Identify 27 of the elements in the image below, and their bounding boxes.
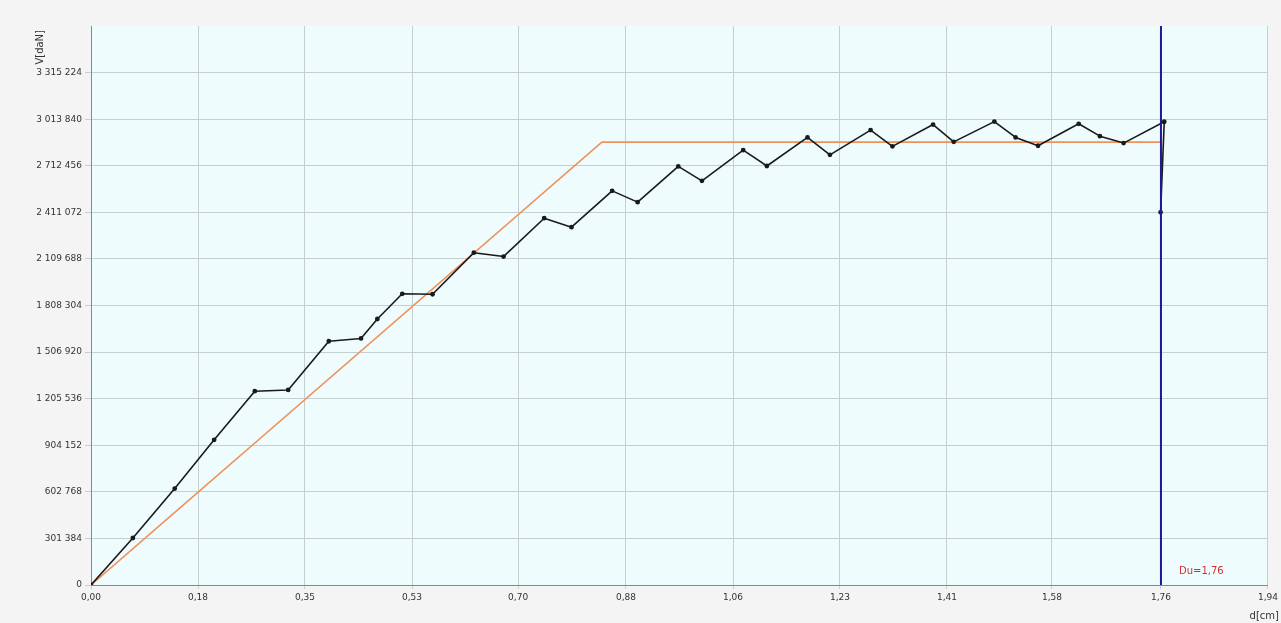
y-tick-label: 2 411 072 bbox=[36, 206, 82, 217]
x-tick-label: 1,58 bbox=[1041, 591, 1063, 602]
y-tick-label: 1 808 304 bbox=[36, 299, 83, 310]
x-tick-label: 0,88 bbox=[615, 591, 637, 602]
x-tick-label: 1,41 bbox=[936, 591, 957, 602]
x-tick-label: 0,35 bbox=[294, 591, 315, 602]
x-tick-label: 0,70 bbox=[508, 591, 529, 602]
x-axis-title: d[cm] bbox=[1249, 609, 1280, 621]
x-tick-label: 0,00 bbox=[80, 591, 102, 602]
x-tick-label: 1,23 bbox=[829, 591, 850, 602]
x-tick-label: 1,94 bbox=[1257, 591, 1279, 602]
y-tick-label: 3 013 840 bbox=[36, 113, 83, 124]
y-tick-label: 301 384 bbox=[44, 532, 83, 543]
x-tick-label: 1,76 bbox=[1150, 591, 1172, 602]
y-tick-label: 602 768 bbox=[44, 486, 83, 497]
y-axis-title: V[daN] bbox=[33, 29, 45, 65]
ref-line-label: Du=1,76 bbox=[1178, 564, 1224, 576]
y-tick-label: 904 152 bbox=[44, 439, 82, 450]
y-tick-label: 3 315 224 bbox=[36, 66, 83, 77]
y-tick-label: 0 bbox=[76, 579, 83, 590]
y-tick-label: 1 506 920 bbox=[36, 346, 83, 357]
y-tick-label: 2 712 456 bbox=[36, 160, 83, 171]
y-tick-label: 1 205 536 bbox=[36, 393, 83, 404]
x-tick-label: 0,53 bbox=[401, 591, 423, 602]
y-tick-label: 2 109 688 bbox=[36, 253, 83, 264]
x-tick-label: 0,18 bbox=[188, 591, 209, 602]
x-tick-label: 1,06 bbox=[722, 591, 744, 602]
